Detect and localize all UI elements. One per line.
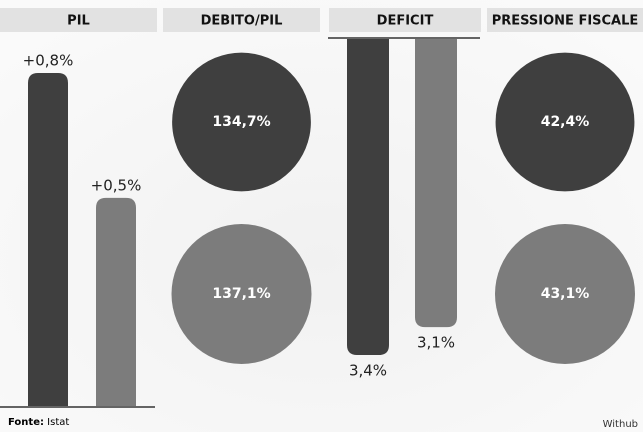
panel-title: PRESSIONE FISCALE: [492, 14, 639, 29]
bar: [415, 39, 457, 327]
value-label: 42,4%: [541, 114, 590, 130]
value-label: +0,5%: [91, 176, 142, 194]
source-name: Istat: [47, 417, 69, 428]
bar: [28, 73, 68, 406]
value-label: 3,1%: [417, 334, 455, 352]
value-label: 43,1%: [541, 286, 590, 302]
infographic: Fonte: Istat Withub PIL +0,8% +0,5% DEBITO/…: [0, 0, 643, 432]
value-label: 137,1%: [212, 286, 270, 302]
value-label: +0,8%: [23, 52, 74, 70]
page: Fonte: Istat Withub PIL +0,8% +0,5% DEBITO/…: [0, 0, 643, 432]
source-label: Fonte:: [8, 417, 44, 428]
source: Fonte: Istat: [8, 417, 69, 428]
value-label: 3,4%: [349, 362, 387, 380]
panel-title: DEFICIT: [377, 14, 434, 29]
panel-title: PIL: [67, 14, 90, 29]
value-label: 134,7%: [212, 114, 270, 130]
panel-title: DEBITO/PIL: [201, 14, 283, 29]
credit: Withub: [603, 419, 638, 430]
bar: [347, 39, 389, 355]
bar: [96, 198, 136, 406]
